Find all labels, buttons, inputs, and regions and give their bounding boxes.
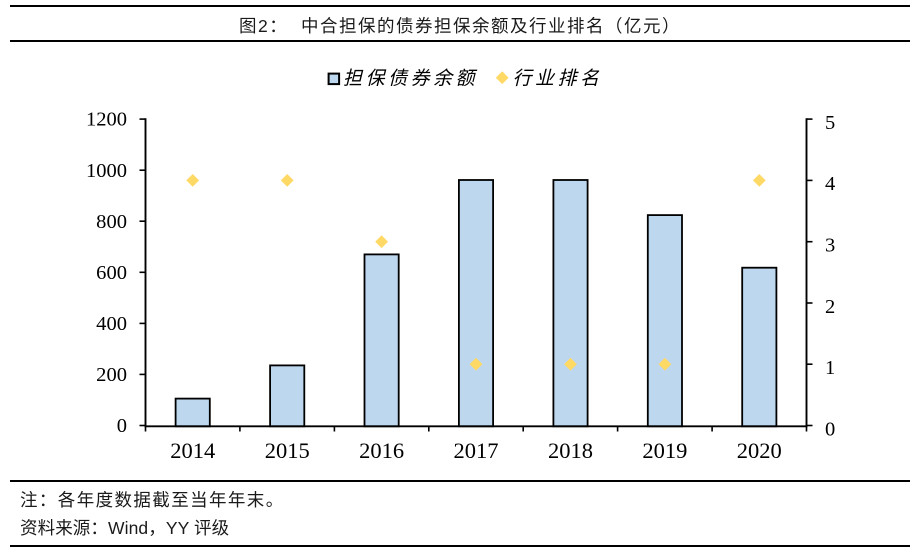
svg-text:1200: 1200 — [86, 109, 127, 131]
svg-text:2017: 2017 — [454, 438, 499, 463]
svg-text:行业排名: 行业排名 — [513, 68, 603, 90]
svg-text:2014: 2014 — [170, 438, 215, 463]
svg-text:2016: 2016 — [359, 438, 404, 463]
svg-text:800: 800 — [96, 211, 127, 233]
svg-text:4: 4 — [825, 173, 835, 195]
svg-text:0: 0 — [117, 415, 127, 437]
svg-text:600: 600 — [96, 262, 127, 284]
svg-text:5: 5 — [825, 112, 835, 134]
svg-text:2019: 2019 — [642, 438, 687, 463]
svg-text:0: 0 — [825, 418, 835, 440]
svg-text:400: 400 — [96, 313, 127, 335]
svg-text:2: 2 — [825, 296, 835, 318]
svg-text:200: 200 — [96, 364, 127, 386]
svg-text:2020: 2020 — [737, 438, 782, 463]
svg-text:3: 3 — [825, 235, 835, 257]
svg-text:2015: 2015 — [265, 438, 310, 463]
svg-text:1: 1 — [825, 357, 835, 379]
svg-text:2018: 2018 — [548, 438, 593, 463]
svg-text:1000: 1000 — [86, 160, 127, 182]
svg-text:担保债券余额: 担保债券余额 — [343, 68, 478, 90]
